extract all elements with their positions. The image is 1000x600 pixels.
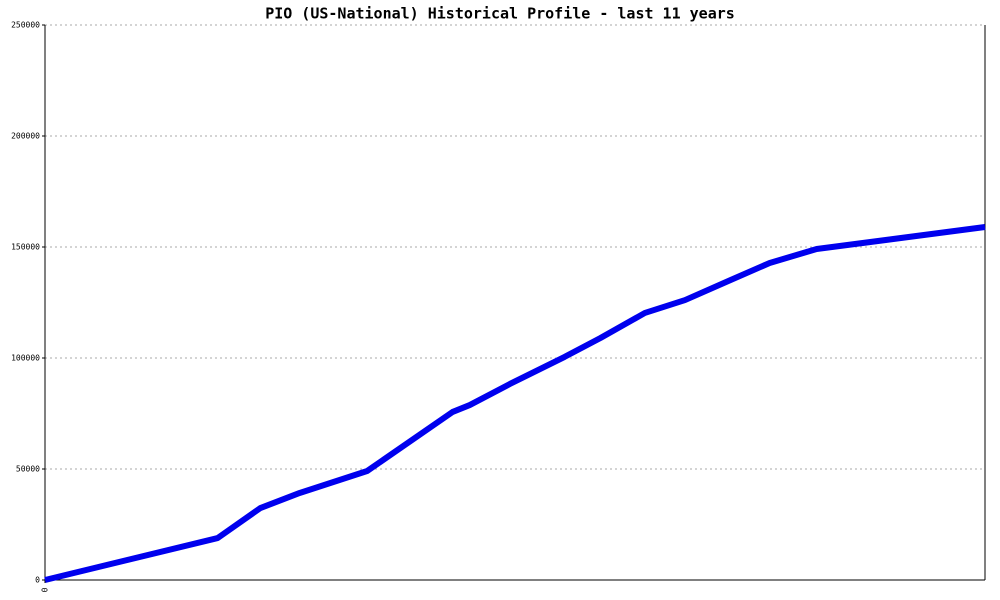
y-tick-label: 0 (35, 576, 40, 585)
y-tick-label: 200000 (11, 132, 40, 141)
y-tick-label: 150000 (11, 243, 40, 252)
y-tick-label: 50000 (16, 465, 40, 474)
y-tick-label: 100000 (11, 354, 40, 363)
y-tick-label: 250000 (11, 21, 40, 30)
chart-title: PIO (US-National) Historical Profile - l… (265, 5, 735, 23)
x-tick-label: 0 (41, 587, 50, 592)
data-line (44, 224, 986, 583)
